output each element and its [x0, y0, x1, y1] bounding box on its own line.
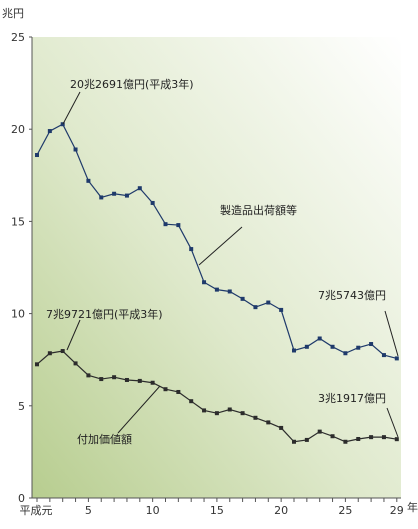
data-point [176, 389, 181, 394]
data-point [150, 380, 155, 385]
annotation-manuf-peak: 20兆2691億円(平成3年) [70, 77, 194, 91]
data-point [343, 351, 348, 356]
data-point [292, 348, 296, 353]
x-tick-label: 29 [390, 504, 404, 517]
data-point [214, 287, 219, 292]
data-point [304, 344, 309, 349]
data-point [99, 195, 104, 200]
leader-manuf-peak [62, 91, 81, 125]
series-layer [35, 122, 399, 444]
data-point [112, 191, 117, 196]
data-point [60, 349, 65, 354]
plot-background [32, 37, 401, 498]
annotation-added-peak: 7兆9721億円(平成3年) [46, 307, 163, 321]
data-point [137, 186, 142, 191]
x-unit-label: 年 [407, 500, 418, 514]
data-point [176, 223, 181, 228]
data-point [227, 407, 232, 412]
data-point [292, 439, 296, 444]
leader-added-name [117, 385, 161, 434]
data-point [356, 345, 361, 350]
data-point [369, 435, 374, 440]
data-point [47, 351, 52, 356]
data-point [73, 361, 78, 366]
data-point [240, 411, 245, 416]
annotation-added-last: 3兆1917億円 [318, 392, 386, 405]
data-point [86, 178, 91, 183]
data-point [266, 300, 271, 305]
data-point [163, 222, 168, 227]
data-point [279, 425, 284, 430]
data-point [112, 375, 117, 380]
data-point [330, 434, 335, 439]
x-tick-label: 平成元 [20, 504, 53, 517]
leader-added-peak [66, 319, 81, 351]
x-tick-label: 10 [146, 504, 160, 517]
data-point [202, 280, 207, 285]
data-point [214, 411, 219, 416]
data-point [343, 439, 348, 444]
y-tick-label: 0 [18, 492, 25, 505]
y-tick-label: 20 [11, 123, 25, 136]
data-point [35, 362, 39, 367]
data-point [253, 305, 258, 310]
data-point [124, 193, 129, 198]
data-point [330, 344, 335, 349]
data-point [137, 378, 142, 383]
y-tick-label: 15 [11, 215, 25, 228]
y-tick-label: 25 [11, 31, 25, 44]
data-point [317, 336, 322, 341]
data-point [189, 399, 194, 404]
data-point [202, 408, 207, 413]
data-point [227, 289, 232, 294]
y-tick-label: 5 [18, 400, 25, 413]
y-tick-label: 10 [11, 308, 25, 321]
data-point [73, 147, 78, 152]
leader-added-last [386, 407, 399, 438]
data-point [253, 415, 258, 420]
x-tick-label: 15 [210, 504, 224, 517]
x-tick-label: 25 [338, 504, 352, 517]
data-point [60, 122, 65, 127]
data-point [304, 437, 309, 442]
leader-manuf-last [384, 310, 399, 357]
y-axis-ticks: 0 5 10 15 20 25 [11, 31, 32, 505]
series-0 [35, 122, 399, 361]
data-point [47, 129, 52, 134]
annotation-manuf-last: 7兆5743億円 [318, 289, 386, 302]
annotation-manuf-name: 製造品出荷額等 [220, 203, 297, 217]
data-point [35, 153, 39, 158]
data-point [279, 307, 284, 312]
y-unit-label: 兆円 [2, 7, 24, 20]
data-point [150, 200, 155, 205]
leader-manuf-name [198, 226, 243, 266]
data-point [124, 377, 129, 382]
data-point [86, 373, 91, 378]
data-point [266, 420, 271, 425]
data-point [394, 356, 399, 361]
data-point [369, 342, 374, 347]
annotation-added-name: 付加価値額 [77, 433, 132, 446]
data-point [240, 296, 245, 301]
x-axis-ticks: 平成元 5 10 15 20 25 29 [20, 498, 404, 517]
x-tick-label: 20 [274, 504, 288, 517]
data-point [394, 437, 399, 442]
data-point [356, 436, 361, 441]
data-point [317, 429, 322, 434]
annotation-leaders [62, 91, 399, 438]
data-point [381, 435, 386, 440]
series-1 [35, 349, 399, 444]
data-point [381, 353, 386, 358]
data-point [163, 387, 168, 392]
x-tick-label: 5 [85, 504, 92, 517]
data-point [99, 377, 104, 382]
data-point [189, 247, 194, 252]
